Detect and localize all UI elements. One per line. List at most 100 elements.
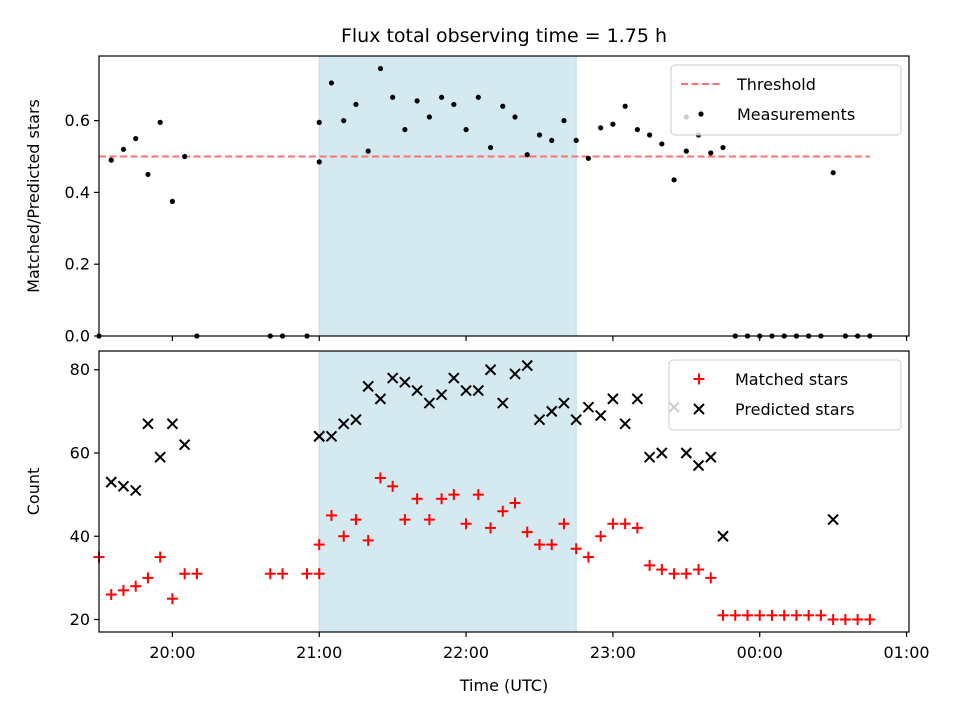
x-axis-label: Time (UTC) (459, 676, 548, 695)
data-point (668, 568, 680, 580)
data-point (610, 121, 616, 127)
data-point (117, 480, 130, 493)
data-point (387, 480, 399, 492)
data-point (536, 132, 543, 138)
marker-stroke (680, 447, 693, 459)
y-tick-label: 0.4 (65, 183, 90, 202)
x-tick-label: 00:00 (737, 643, 783, 662)
marker-stroke (693, 403, 705, 415)
chart-title: Flux total observing time = 1.75 h (341, 25, 667, 47)
data-point (790, 609, 802, 621)
marker-stroke (631, 393, 644, 405)
data-point (766, 609, 778, 621)
data-point (399, 514, 411, 526)
legend: Threshold Measurements (670, 64, 902, 136)
data-point (386, 372, 399, 384)
y-tick-label: 0.0 (65, 327, 90, 346)
data-point (460, 384, 472, 397)
legend-label: Measurements (737, 105, 855, 124)
data-point (390, 94, 396, 100)
data-point (105, 589, 117, 601)
data-point (166, 418, 179, 430)
x-tick-label: 21:00 (296, 643, 342, 662)
data-point (436, 493, 448, 505)
y-tick-label: 0.6 (65, 111, 90, 130)
data-point (659, 141, 665, 147)
marker-stroke (423, 397, 436, 409)
data-point (463, 126, 469, 133)
marker-stroke (460, 384, 472, 397)
legend-label: Matched stars (735, 370, 848, 389)
data-point (512, 114, 518, 120)
data-point (778, 609, 790, 621)
data-point (815, 609, 827, 621)
marker-stroke (827, 513, 839, 526)
data-point (179, 568, 191, 580)
data-point (451, 101, 457, 108)
data-point (693, 564, 705, 576)
data-point (582, 401, 595, 413)
data-point (178, 438, 191, 451)
data-point (839, 614, 851, 626)
data-point (414, 98, 420, 104)
data-point (607, 518, 619, 530)
data-point (264, 568, 276, 580)
marker-stroke (497, 397, 509, 409)
marker-stroke (607, 393, 619, 405)
data-point (533, 539, 545, 551)
marker-stroke (166, 418, 179, 430)
y-tick-label: 40 (70, 527, 90, 546)
legend-label: Threshold (736, 75, 816, 94)
data-point (472, 384, 485, 397)
marker-stroke (117, 480, 130, 493)
bottom-panel: 20 40 60 80 20:00 21:00 22:00 23:00 00:00 01:00 Co… (24, 350, 930, 662)
data-point (130, 580, 142, 592)
marker-stroke (705, 451, 717, 463)
legend-box (670, 64, 902, 136)
data-point (142, 572, 154, 584)
data-point (438, 94, 445, 100)
data-point (570, 413, 582, 426)
data-point (598, 125, 604, 131)
data-point (561, 118, 567, 124)
data-point (741, 609, 753, 621)
marker-stroke (313, 430, 325, 443)
series-predicted-stars (105, 359, 839, 542)
data-point (549, 137, 555, 143)
marker-stroke (509, 368, 521, 380)
data-point (827, 513, 839, 526)
data-point (485, 522, 497, 534)
data-point (619, 518, 631, 530)
y-tick-label: 20 (70, 610, 90, 629)
observing-window-band (318, 55, 577, 337)
marker-stroke (546, 405, 558, 418)
data-point (680, 568, 692, 580)
data-point (423, 514, 435, 526)
data-point (105, 476, 117, 488)
legend-swatch (698, 111, 704, 117)
series-measurements (96, 65, 873, 339)
marker-stroke (472, 384, 485, 397)
marker-stroke (350, 413, 362, 426)
axes-frame (98, 350, 910, 633)
data-point (864, 614, 876, 626)
data-point (656, 564, 668, 576)
marker-stroke (717, 530, 729, 542)
observing-window-band (318, 350, 577, 633)
data-point (509, 497, 521, 509)
legend-label: Predicted stars (735, 400, 855, 419)
axes-frame (98, 55, 910, 337)
data-point (191, 568, 203, 580)
data-point (426, 114, 432, 120)
data-point (377, 65, 384, 72)
y-tick-label: 0.2 (65, 255, 90, 274)
data-point (631, 393, 644, 405)
data-point (509, 368, 521, 380)
data-point (708, 150, 714, 156)
marker-stroke (594, 409, 607, 422)
data-point (500, 103, 506, 109)
marker-stroke (692, 459, 705, 472)
data-point (475, 94, 481, 100)
x-tick-label: 01:00 (883, 643, 929, 662)
